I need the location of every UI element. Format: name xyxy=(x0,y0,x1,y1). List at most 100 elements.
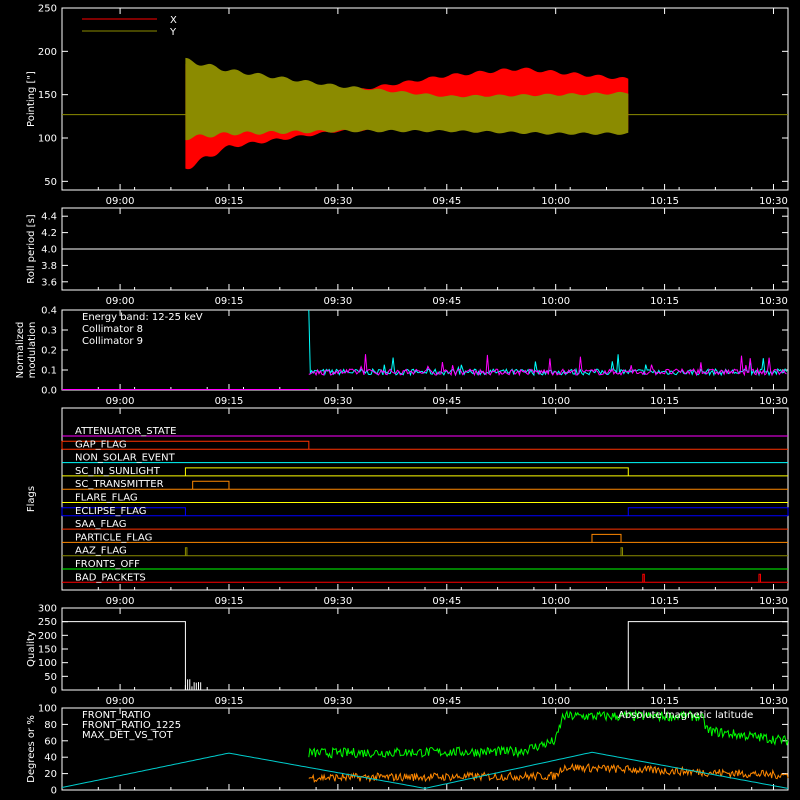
flag-label-eclipse_flag: ECLIPSE_FLAG xyxy=(75,506,146,517)
legend-label: Collimator 8 xyxy=(82,324,143,335)
x-tick-label: 09:00 xyxy=(106,696,135,707)
flag-segment-particle_flag xyxy=(591,533,622,543)
legend-label-y: Y xyxy=(169,27,177,38)
flag-label-saa_flag: SAA_FLAG xyxy=(75,519,126,530)
y-tick-label: 100 xyxy=(38,704,57,715)
x-tick-label: 09:45 xyxy=(432,696,461,707)
x-tick-label: 09:45 xyxy=(432,296,461,307)
y-tick-label: 150 xyxy=(38,645,57,656)
x-tick-label: 10:15 xyxy=(650,696,679,707)
flag-label-non_solar_event: NON_SOLAR_EVENT xyxy=(75,453,176,464)
x-tick-label: 09:45 xyxy=(432,396,461,407)
x-tick-label: 09:15 xyxy=(215,696,244,707)
legend-label-x: X xyxy=(170,15,177,26)
quality-axes-frame xyxy=(61,607,789,691)
flag-segment-eclipse_flag xyxy=(627,507,789,516)
y-axis-label: Flags xyxy=(26,486,37,512)
x-tick-label: 10:30 xyxy=(759,296,788,307)
y-tick-label: 0 xyxy=(51,786,57,797)
y-tick-label: 100 xyxy=(38,658,57,669)
x-tick-label: 10:00 xyxy=(541,696,570,707)
x-tick-label: 10:00 xyxy=(541,296,570,307)
energy-band-annotation: Energy band: 12-25 keV xyxy=(82,312,203,323)
flag-label-attenuator_state: ATTENUATOR_STATE xyxy=(75,426,176,437)
y-tick-label: 4.0 xyxy=(41,245,57,256)
y-tick-label: 0.4 xyxy=(41,306,57,317)
x-tick-label: 09:15 xyxy=(215,196,244,207)
x-tick-label: 09:45 xyxy=(432,196,461,207)
legend-label: FRONT_RATIO xyxy=(82,710,151,721)
y-axis-label: Normalized xyxy=(15,322,26,379)
flag-segment-sc_transmitter xyxy=(192,480,230,490)
x-tick-label: 10:15 xyxy=(650,396,679,407)
y-axis-label: Roll period [s] xyxy=(26,214,37,283)
x-tick-label: 09:00 xyxy=(106,396,135,407)
x-tick-label: 09:30 xyxy=(323,396,352,407)
degrees-series-max-det-vs-tot xyxy=(308,762,789,783)
y-tick-label: 250 xyxy=(38,4,57,15)
latitude-annotation: Absolute magnetic latitude xyxy=(618,710,753,721)
flag-label-sc_transmitter: SC_TRANSMITTER xyxy=(75,479,164,490)
flag-label-fronts_off: FRONTS_OFF xyxy=(75,559,140,570)
y-tick-label: 0 xyxy=(51,686,57,697)
y-tick-label: 300 xyxy=(38,604,57,615)
flag-segment-bad_packets xyxy=(642,573,645,583)
y-tick-label: 80 xyxy=(44,720,57,731)
x-tick-label: 09:30 xyxy=(323,696,352,707)
x-tick-label: 09:00 xyxy=(106,196,135,207)
y-tick-label: 4.2 xyxy=(41,228,57,239)
y-tick-label: 0.0 xyxy=(41,386,57,397)
x-tick-label: 10:15 xyxy=(650,596,679,607)
y-axis-label: Degrees or % xyxy=(26,715,37,783)
x-tick-label: 09:30 xyxy=(323,596,352,607)
x-tick-label: 10:00 xyxy=(541,596,570,607)
y-tick-label: 20 xyxy=(44,769,57,780)
x-tick-label: 09:00 xyxy=(106,296,135,307)
x-tick-label: 09:45 xyxy=(432,596,461,607)
x-tick-label: 10:30 xyxy=(759,596,788,607)
flag-label-flare_flag: FLARE_FLAG xyxy=(75,493,138,504)
y-tick-label: 0.2 xyxy=(41,346,57,357)
flag-label-aaz_flag: AAZ_FLAG xyxy=(75,546,127,557)
y-tick-label: 0.1 xyxy=(41,366,57,377)
modulation-series-collimator-9 xyxy=(308,354,787,377)
x-tick-label: 10:00 xyxy=(541,196,570,207)
y-tick-label: 50 xyxy=(44,177,57,188)
x-tick-label: 09:15 xyxy=(215,596,244,607)
y-tick-label: 150 xyxy=(38,90,57,101)
x-tick-label: 10:30 xyxy=(759,196,788,207)
legend-label: MAX_DET_VS_TOT xyxy=(82,730,174,741)
legend-label: Collimator 9 xyxy=(82,336,143,347)
x-tick-label: 10:30 xyxy=(759,696,788,707)
y-tick-label: 0.3 xyxy=(41,326,57,337)
flag-label-gap_flag: GAP_FLAG xyxy=(75,439,127,450)
flag-segment-aaz_flag xyxy=(184,547,188,556)
y-tick-label: 50 xyxy=(44,672,57,683)
flag-label-bad_packets: BAD_PACKETS xyxy=(75,572,146,583)
x-tick-label: 10:15 xyxy=(650,196,679,207)
y-tick-label: 200 xyxy=(38,631,57,642)
degrees-series-absolute-magnetic-latitude xyxy=(61,751,789,789)
y-tick-label: 4.4 xyxy=(41,212,57,223)
flag-segment-aaz_flag xyxy=(620,547,624,556)
x-tick-label: 09:15 xyxy=(215,396,244,407)
x-tick-label: 10:00 xyxy=(541,396,570,407)
y-axis-label: modulation xyxy=(27,322,38,379)
degrees-series-front-ratio-1225 xyxy=(308,709,789,759)
flag-label-particle_flag: PARTICLE_FLAG xyxy=(75,532,152,543)
quality-line xyxy=(62,621,788,691)
x-tick-label: 09:30 xyxy=(323,296,352,307)
flag-label-sc_in_sunlight: SC_IN_SUNLIGHT xyxy=(75,466,161,477)
y-tick-label: 40 xyxy=(44,753,57,764)
modulation-series-collimator-8 xyxy=(308,309,787,377)
flag-segment-sc_in_sunlight xyxy=(184,467,629,476)
y-tick-label: 60 xyxy=(44,736,57,747)
x-tick-label: 09:00 xyxy=(106,596,135,607)
x-tick-label: 10:30 xyxy=(759,396,788,407)
flag-segment-bad_packets xyxy=(758,573,761,583)
y-axis-label: Pointing ["] xyxy=(26,71,37,127)
flag-segment-eclipse_flag xyxy=(61,507,186,516)
y-tick-label: 200 xyxy=(38,47,57,58)
pointing-series-y xyxy=(185,57,629,141)
